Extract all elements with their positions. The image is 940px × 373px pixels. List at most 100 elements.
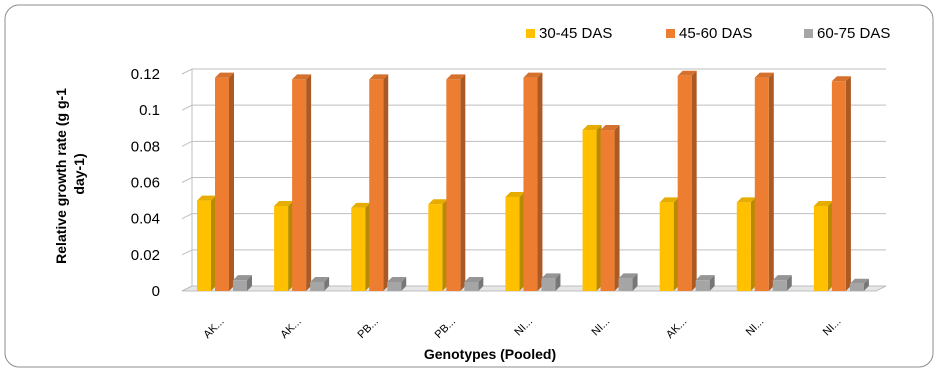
y-tick-label: 0.06 [131, 175, 160, 192]
bar-front [292, 79, 307, 291]
bar [523, 72, 543, 291]
y-tick-label: 0.08 [131, 138, 160, 155]
bar-top [292, 74, 312, 80]
bar [215, 72, 234, 291]
bar-front [274, 206, 289, 291]
y-axis-title: Relative growth rate (g g-1 day-1) [53, 84, 87, 264]
bar [754, 72, 774, 291]
bar-side [324, 276, 330, 291]
bar-side [596, 125, 602, 291]
bar-side [750, 197, 756, 291]
bar-top [736, 197, 756, 203]
bar [446, 74, 466, 291]
bar-top [464, 276, 484, 282]
bar [197, 195, 216, 291]
bar-front [541, 278, 556, 291]
bar-front [618, 278, 633, 291]
legend-item: 60-75 DAS [804, 25, 890, 42]
bar-front [351, 207, 366, 291]
bar-front [754, 77, 769, 291]
legend-swatch [526, 29, 535, 38]
legend-item: 45-60 DAS [666, 25, 752, 42]
bar-top [659, 197, 679, 203]
bar-side [632, 273, 638, 291]
bar-front [772, 280, 787, 291]
bar-front [677, 75, 692, 291]
bar-top [695, 275, 715, 281]
bar [369, 74, 389, 291]
bar [618, 273, 638, 291]
legend: 30-45 DAS 45-60 DAS 60-75 DAS [526, 25, 890, 42]
bar-top [197, 195, 216, 201]
bar-side [365, 202, 371, 291]
bar [505, 191, 525, 291]
bar-side [691, 70, 697, 291]
bar [541, 273, 561, 291]
bar-front [659, 202, 674, 291]
bar [736, 197, 756, 291]
legend-item: 30-45 DAS [526, 25, 612, 42]
legend-swatch [804, 29, 813, 38]
bar [582, 125, 602, 291]
bar-side [442, 199, 448, 291]
bar-front [600, 130, 615, 291]
x-axis-title: Genotypes (Pooled) [424, 346, 556, 362]
bar-front [446, 79, 461, 291]
bar [292, 74, 312, 291]
bar [310, 276, 330, 291]
bar-front [233, 280, 247, 291]
bar-side [827, 201, 833, 291]
bar-front [523, 77, 538, 291]
bar-top [274, 201, 294, 207]
y-axis-title-line-1: Relative growth rate (g g-1 [53, 88, 69, 264]
legend-label: 45-60 DAS [679, 25, 752, 42]
bar-top [772, 275, 792, 281]
bar-side [288, 201, 294, 291]
bar-top [813, 201, 833, 207]
bar-top [310, 276, 330, 282]
bar-front [849, 283, 864, 291]
bar-front [197, 200, 211, 291]
y-tick-label: 0.04 [131, 211, 160, 228]
bar-top [600, 125, 620, 131]
bar-top [369, 74, 389, 80]
bar-front [464, 281, 479, 291]
legend-label: 60-75 DAS [817, 25, 890, 42]
bar-side [247, 275, 252, 291]
bars-layer [197, 70, 869, 291]
bar [387, 276, 407, 291]
bar-front [387, 281, 402, 291]
bar-side [229, 72, 234, 291]
bar-side [845, 76, 851, 291]
bar [695, 275, 715, 291]
bar-top [523, 72, 543, 78]
chart-frame: 0 0.02 0.04 0.06 0.08 0.1 0.12 AK... AK... PB... P… [4, 4, 934, 368]
bar-top [215, 72, 234, 78]
bar-side [614, 125, 620, 291]
y-tick-label: 0.12 [131, 66, 160, 83]
bar [659, 197, 679, 291]
bar-front [582, 130, 597, 291]
bar-top [387, 276, 407, 282]
bar [428, 199, 448, 291]
bar-side [519, 191, 525, 291]
bar-side [306, 74, 312, 291]
y-tick-label: 0.02 [131, 247, 160, 264]
bar-top [541, 273, 561, 279]
bar [772, 275, 792, 291]
bar-top [428, 199, 448, 205]
bar-side [673, 197, 679, 291]
bar-front [369, 79, 384, 291]
bar-front [215, 77, 229, 291]
bar-top [446, 74, 466, 80]
bar-top [582, 125, 602, 131]
y-tick-label: 0.1 [139, 102, 160, 119]
bar-front [428, 204, 443, 291]
bar-side [555, 273, 561, 291]
bar [677, 70, 697, 291]
bar-side [537, 72, 543, 291]
bar [233, 275, 252, 291]
bar-front [505, 196, 520, 291]
bar [600, 125, 620, 291]
legend-swatch [666, 29, 675, 38]
